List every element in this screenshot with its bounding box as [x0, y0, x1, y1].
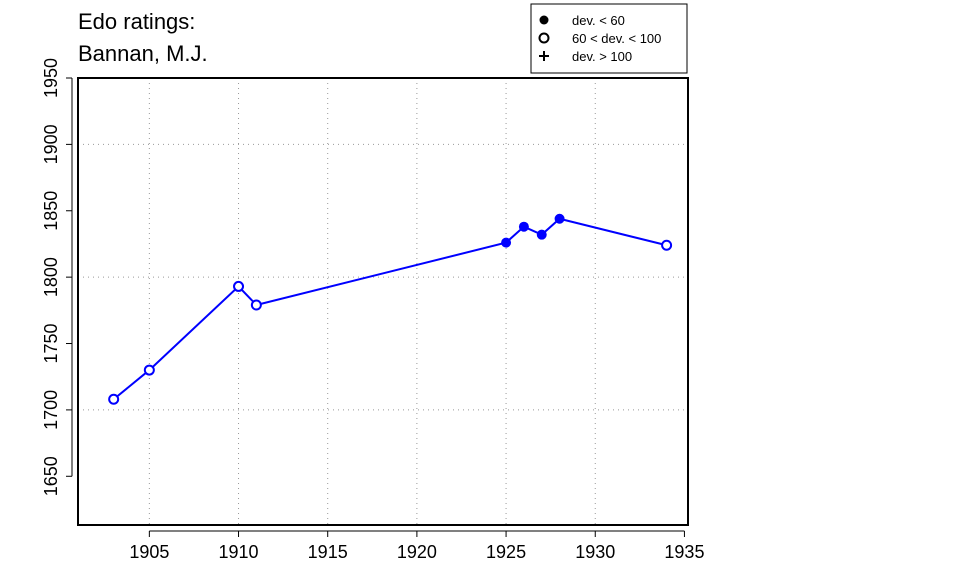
data-point-filled [518, 221, 529, 232]
y-tick-label: 1900 [41, 124, 61, 164]
x-tick-label: 1910 [219, 542, 259, 562]
chart-title-line-2: Bannan, M.J. [78, 41, 208, 66]
data-point-open [661, 239, 673, 251]
data-point-filled [554, 213, 565, 224]
x-tick-label: 1935 [664, 542, 704, 562]
series-rating [108, 213, 673, 405]
legend-label: dev. > 100 [572, 49, 632, 64]
data-point-open [143, 364, 155, 376]
legend-entry: 60 < dev. < 100 [538, 31, 661, 46]
legend-label: dev. < 60 [572, 13, 625, 28]
data-point-open [108, 393, 120, 405]
legend-marker-open [538, 32, 550, 44]
series-line [113, 217, 667, 401]
data-point-filled [501, 237, 512, 248]
legend-entry: dev. < 60 [539, 13, 625, 28]
legend: dev. < 60 60 < dev. < 100 dev. > 100 [530, 3, 688, 74]
data-point-open [250, 299, 262, 311]
y-tick-label: 1850 [41, 191, 61, 231]
legend-marker-filled [539, 15, 549, 25]
y-tick-label: 1650 [41, 456, 61, 496]
y-tick-label: 1800 [41, 257, 61, 297]
axes: 1905 1910 1915 1920 1925 1930 1935 1650 1700 1750… [41, 58, 704, 562]
y-tick-label: 1950 [41, 58, 61, 98]
x-tick-label: 1925 [486, 542, 526, 562]
x-tick-label: 1930 [575, 542, 615, 562]
x-tick-label: 1905 [129, 542, 169, 562]
legend-label: 60 < dev. < 100 [572, 31, 661, 46]
chart-title-line-1: Edo ratings: [78, 9, 196, 34]
legend-entry: dev. > 100 [539, 49, 632, 64]
y-tick-label: 1750 [41, 323, 61, 363]
x-tick-label: 1915 [308, 542, 348, 562]
data-point-open [233, 280, 245, 292]
data-point-filled [536, 229, 547, 240]
y-tick-label: 1700 [41, 390, 61, 430]
grid [78, 78, 688, 525]
plot-frame [77, 77, 689, 526]
x-tick-label: 1920 [397, 542, 437, 562]
legend-box [530, 3, 688, 74]
